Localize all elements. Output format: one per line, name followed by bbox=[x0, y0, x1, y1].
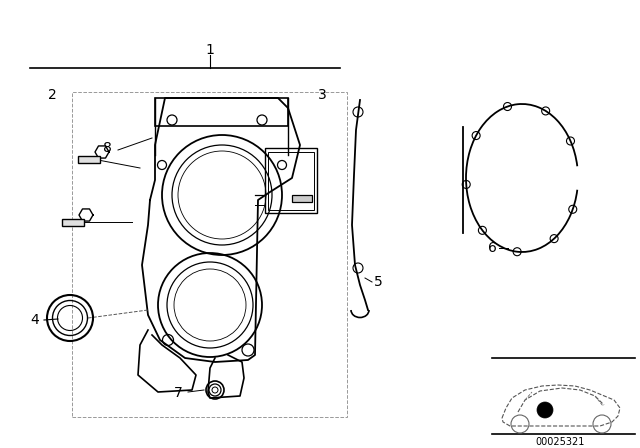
Text: 2: 2 bbox=[47, 88, 56, 102]
Text: 7: 7 bbox=[173, 386, 182, 400]
Text: 8: 8 bbox=[102, 141, 111, 155]
Text: 6: 6 bbox=[488, 241, 497, 255]
Bar bbox=[292, 195, 312, 202]
Bar bbox=[268, 152, 314, 210]
Text: 00025321: 00025321 bbox=[535, 437, 585, 447]
Bar bbox=[265, 148, 317, 213]
Bar bbox=[78, 156, 100, 163]
Bar bbox=[72, 92, 347, 417]
Text: 1: 1 bbox=[205, 43, 214, 57]
Circle shape bbox=[537, 402, 553, 418]
Bar bbox=[155, 98, 288, 126]
Text: 5: 5 bbox=[374, 275, 382, 289]
Bar bbox=[62, 219, 84, 226]
Text: 4: 4 bbox=[31, 313, 40, 327]
Text: 3: 3 bbox=[317, 88, 326, 102]
